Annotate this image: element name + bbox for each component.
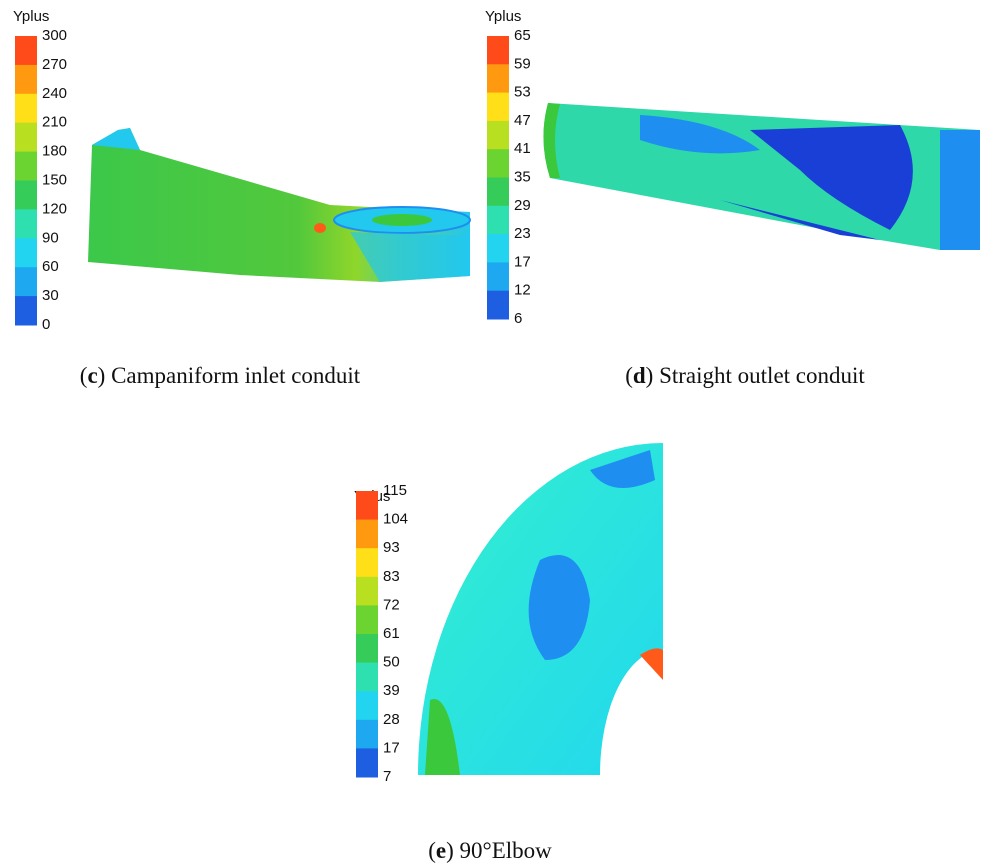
colorbar-segment xyxy=(487,64,509,93)
colorbar-segment xyxy=(15,238,37,267)
colorbar-tick-label: 41 xyxy=(514,140,531,157)
colorbar-tick-label: 60 xyxy=(42,258,59,275)
colorbar-tick-label: 17 xyxy=(383,739,400,756)
caption-part: ) Campaniform inlet conduit xyxy=(98,363,361,388)
colorbar-tick-label: 180 xyxy=(42,143,67,160)
colorbar-tick-label: 300 xyxy=(42,27,67,44)
colorbar-segment xyxy=(356,520,378,549)
colorbar-segment xyxy=(356,577,378,606)
caption: (d) Straight outlet conduit xyxy=(625,363,865,388)
colorbar-segment xyxy=(487,121,509,150)
colorbar-tick-label: 12 xyxy=(514,282,531,299)
colorbar-tick-label: 61 xyxy=(383,625,400,642)
colorbar-segment xyxy=(487,149,509,178)
colorbar-segment xyxy=(15,181,37,210)
colorbar-tick-label: 35 xyxy=(514,168,531,185)
colorbar-title: Yplus xyxy=(485,8,521,25)
colorbar-tick-label: 115 xyxy=(383,482,407,499)
colorbar-segment xyxy=(487,262,509,291)
caption: (e) 90°Elbow xyxy=(428,838,552,863)
colorbar-tick-label: 7 xyxy=(383,768,391,785)
colorbar-tick-label: 53 xyxy=(514,84,531,101)
colorbar-segment xyxy=(15,36,37,65)
colorbar-segment xyxy=(356,691,378,720)
colorbar-segment xyxy=(487,206,509,235)
colorbar-tick-label: 28 xyxy=(383,711,400,728)
caption-part: ( xyxy=(428,838,436,863)
colorbar-title: Yplus xyxy=(13,8,49,25)
colorbar-tick-label: 30 xyxy=(42,287,59,304)
colorbar-segment xyxy=(356,634,378,663)
colorbar-tick-label: 50 xyxy=(383,654,400,671)
colorbar-tick-label: 83 xyxy=(383,568,400,585)
colorbar-tick-label: 0 xyxy=(42,316,50,333)
colorbar-tick-label: 104 xyxy=(383,511,408,528)
colorbar-tick-label: 17 xyxy=(514,253,531,270)
inlet-conduit-contour xyxy=(88,128,470,282)
colorbar-segment xyxy=(487,234,509,263)
caption-part: ) 90°Elbow xyxy=(446,838,552,863)
caption-part: d xyxy=(633,363,646,388)
colorbar-segment xyxy=(487,178,509,207)
colorbar-segment xyxy=(15,152,37,181)
colorbar-tick-label: 90 xyxy=(42,229,59,246)
colorbar-tick-label: 47 xyxy=(514,112,531,129)
outlet-conduit-contour xyxy=(543,103,980,250)
figure: Yplus3002702402101801501209060300(c) Cam… xyxy=(0,0,981,866)
colorbar-tick-label: 240 xyxy=(42,85,67,102)
colorbar-segment xyxy=(15,123,37,152)
elbow-contour xyxy=(418,443,663,775)
colorbar-segment xyxy=(15,267,37,296)
colorbar-tick-label: 72 xyxy=(383,596,400,613)
colorbar-tick-label: 150 xyxy=(42,171,67,188)
colorbar-tick-label: 270 xyxy=(42,56,67,73)
colorbar-tick-label: 29 xyxy=(514,197,531,214)
caption-part: ( xyxy=(80,363,88,388)
caption-part: ) Straight outlet conduit xyxy=(646,363,866,388)
colorbar-tick-label: 59 xyxy=(514,55,531,72)
colorbar-segment xyxy=(15,94,37,123)
colorbar-segment xyxy=(15,209,37,238)
colorbar-tick-label: 6 xyxy=(514,310,522,327)
colorbar-segment xyxy=(487,93,509,122)
colorbar-segment xyxy=(356,720,378,749)
colorbar-segment xyxy=(356,748,378,777)
colorbar-tick-label: 210 xyxy=(42,114,67,131)
caption-part: c xyxy=(87,363,97,388)
colorbar-segment xyxy=(15,65,37,94)
colorbar-segment xyxy=(356,663,378,692)
colorbar-segment xyxy=(487,36,509,65)
caption-part: e xyxy=(436,838,446,863)
colorbar-segment xyxy=(15,296,37,325)
colorbar-tick-label: 39 xyxy=(383,682,400,699)
caption: (c) Campaniform inlet conduit xyxy=(80,363,361,388)
colorbar-segment xyxy=(356,605,378,634)
caption-part: ( xyxy=(625,363,633,388)
colorbar-tick-label: 65 xyxy=(514,27,531,44)
colorbar-segment xyxy=(487,291,509,320)
colorbar-tick-label: 23 xyxy=(514,225,531,242)
colorbar-tick-label: 120 xyxy=(42,200,67,217)
colorbar-segment xyxy=(356,548,378,577)
colorbar-tick-label: 93 xyxy=(383,539,400,556)
colorbar-segment xyxy=(356,491,378,520)
